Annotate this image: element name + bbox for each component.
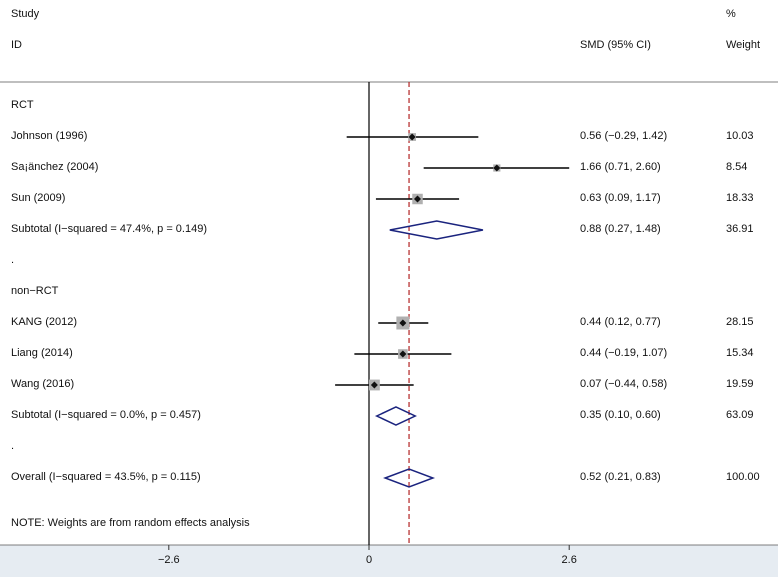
ci-text: 0.52 (0.21, 0.83) <box>580 471 661 483</box>
ci-text: 1.66 (0.71, 2.60) <box>580 161 661 173</box>
ci-text: 0.44 (−0.19, 1.07) <box>580 347 668 359</box>
ci-text: 0.44 (0.12, 0.77) <box>580 316 661 328</box>
group-separator: . <box>11 440 15 452</box>
ci-text: 0.63 (0.09, 1.17) <box>580 192 661 204</box>
effect-header: SMD (95% CI) <box>580 39 651 51</box>
axis-band <box>0 545 778 577</box>
study-label: Johnson (1996) <box>11 130 88 142</box>
footer-note: NOTE: Weights are from random effects an… <box>11 517 250 529</box>
id-header: ID <box>11 39 22 51</box>
ci-text: 0.35 (0.10, 0.60) <box>580 409 661 421</box>
group-separator: . <box>11 254 15 266</box>
point-estimate <box>399 350 407 358</box>
x-tick-label: 2.6 <box>562 554 577 566</box>
weight-text: 19.59 <box>726 378 754 390</box>
ci-text: 0.88 (0.27, 1.48) <box>580 223 661 235</box>
weight-text: 28.15 <box>726 316 754 328</box>
weight-text: 15.34 <box>726 347 754 359</box>
study-label: Sun (2009) <box>11 192 66 204</box>
ci-text: 0.07 (−0.44, 0.58) <box>580 378 668 390</box>
point-estimate <box>370 381 378 389</box>
ci-text: 0.56 (−0.29, 1.42) <box>580 130 668 142</box>
weight-text: 18.33 <box>726 192 754 204</box>
overall-diamond-label: Overall (I−squared = 43.5%, p = 0.115) <box>11 471 201 483</box>
x-tick-label: 0 <box>366 554 372 566</box>
weight-header: Weight <box>726 39 761 51</box>
weight-text: 100.00 <box>726 471 760 483</box>
weight-text: 8.54 <box>726 161 748 173</box>
weight-text: 63.09 <box>726 409 754 421</box>
point-estimate <box>414 195 422 203</box>
subtotal-diamond <box>389 220 484 240</box>
group-label: RCT <box>11 99 34 111</box>
weight-text: 36.91 <box>726 223 754 235</box>
study-label: Sa¡änchez (2004) <box>11 161 99 173</box>
study-label: Liang (2014) <box>11 347 73 359</box>
subtotal-diamond-label: Subtotal (I−squared = 0.0%, p = 0.457) <box>11 409 201 421</box>
weight-text: 10.03 <box>726 130 754 142</box>
point-estimate <box>408 133 416 141</box>
subtotal-diamond <box>374 406 417 426</box>
study-label: KANG (2012) <box>11 316 78 328</box>
study-header: Study <box>11 8 40 20</box>
study-label: Wang (2016) <box>11 378 75 390</box>
group-label: non−RCT <box>11 285 59 297</box>
x-tick-label: −2.6 <box>158 554 180 566</box>
subtotal-diamond-label: Subtotal (I−squared = 47.4%, p = 0.149) <box>11 223 207 235</box>
overall-diamond <box>383 468 436 488</box>
point-estimate <box>399 319 407 327</box>
percent-header: % <box>726 8 736 20</box>
point-estimate <box>493 164 501 172</box>
